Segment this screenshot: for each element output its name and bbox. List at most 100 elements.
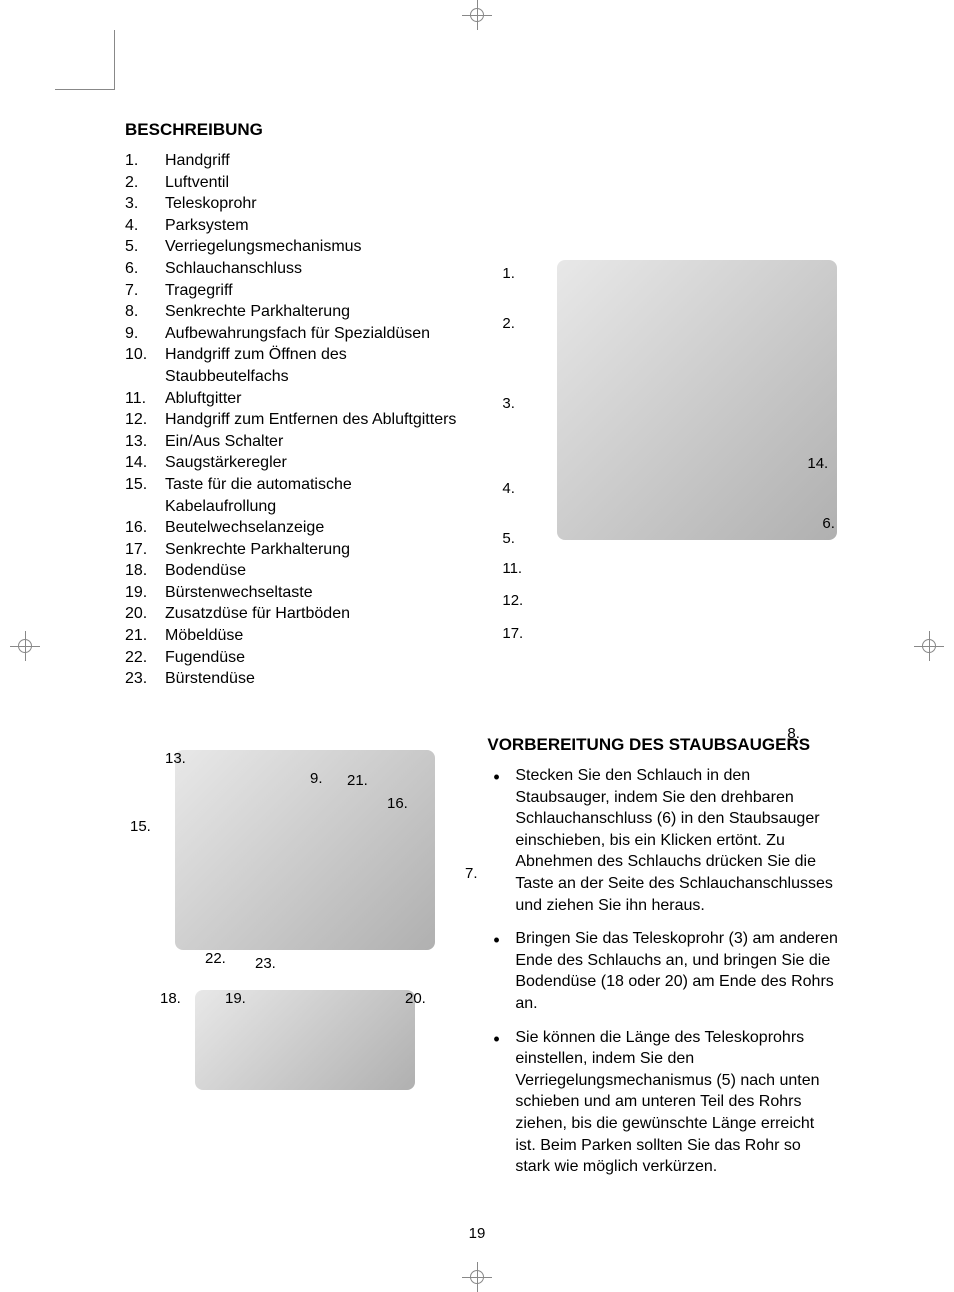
part-row: 11.Abluftgitter — [125, 388, 457, 410]
callout-9: 9. — [310, 770, 323, 787]
instruction-item: Sie können die Länge des Teleskoprohrs e… — [487, 1027, 839, 1178]
part-row: 17.Senkrechte Parkhalterung — [125, 539, 457, 561]
page-number: 19 — [469, 1225, 486, 1242]
part-row: 12.Handgriff zum Entfernen des Abluftgit… — [125, 409, 457, 431]
callout-3: 3. — [502, 395, 515, 412]
part-number: 13. — [125, 431, 165, 453]
callout-21: 21. — [347, 772, 368, 789]
part-row: 20.Zusatzdüse für Hartböden — [125, 603, 457, 625]
part-label: Fugendüse — [165, 647, 457, 669]
callout-13: 13. — [165, 750, 186, 767]
callout-11: 11. — [502, 560, 522, 577]
part-row: 3.Teleskoprohr — [125, 193, 457, 215]
part-label: Verriegelungsmechanismus — [165, 236, 457, 258]
instruction-item: Stecken Sie den Schlauch in den Staubsau… — [487, 765, 839, 916]
crop-mark-left — [10, 631, 40, 661]
callout-6: 6. — [822, 515, 835, 532]
part-row: 10.Handgriff zum Öffnen des Staubbeutelf… — [125, 344, 457, 387]
part-row: 1.Handgriff — [125, 150, 457, 172]
part-row: 13.Ein/Aus Schalter — [125, 431, 457, 453]
part-row: 18.Bodendüse — [125, 560, 457, 582]
part-number: 7. — [125, 280, 165, 302]
part-label: Bürstenwechseltaste — [165, 582, 457, 604]
callout-2: 2. — [502, 315, 515, 332]
crop-mark-top — [462, 0, 492, 30]
part-label: Teleskoprohr — [165, 193, 457, 215]
part-number: 17. — [125, 539, 165, 561]
callout-8: 8. — [787, 725, 800, 742]
part-row: 16.Beutelwechselanzeige — [125, 517, 457, 539]
callout-17: 17. — [502, 625, 523, 642]
part-label: Parksystem — [165, 215, 457, 237]
part-label: Bodendüse — [165, 560, 457, 582]
callout-16: 16. — [387, 795, 408, 812]
callout-12: 12. — [502, 592, 523, 609]
part-label: Aufbewahrungsfach für Spezialdüsen — [165, 323, 457, 345]
part-number: 18. — [125, 560, 165, 582]
part-label: Handgriff — [165, 150, 457, 172]
part-number: 15. — [125, 474, 165, 517]
part-number: 1. — [125, 150, 165, 172]
part-number: 14. — [125, 452, 165, 474]
part-label: Senkrechte Parkhalterung — [165, 539, 457, 561]
part-row: 14.Saugstärkeregler — [125, 452, 457, 474]
crop-mark-right — [914, 631, 944, 661]
instructions-list: Stecken Sie den Schlauch in den Staubsau… — [487, 765, 839, 1178]
part-number: 8. — [125, 301, 165, 323]
part-label: Taste für die automatische Kabelaufrollu… — [165, 474, 457, 517]
right-column: 1. 2. 3. 4. 5. 11. 12. 17. 14. 6. 8. VOR… — [487, 120, 839, 1190]
part-number: 19. — [125, 582, 165, 604]
part-number: 21. — [125, 625, 165, 647]
callout-4: 4. — [502, 480, 515, 497]
part-label: Bürstendüse — [165, 668, 457, 690]
part-label: Ein/Aus Schalter — [165, 431, 457, 453]
diagram-vacuum-top — [175, 750, 435, 950]
left-column: BESCHREIBUNG 1.Handgriff2.Luftventil3.Te… — [125, 120, 457, 1190]
part-number: 4. — [125, 215, 165, 237]
parts-list: 1.Handgriff2.Luftventil3.Teleskoprohr4.P… — [125, 150, 457, 690]
part-label: Abluftgitter — [165, 388, 457, 410]
part-row: 4.Parksystem — [125, 215, 457, 237]
part-number: 11. — [125, 388, 165, 410]
part-label: Beutelwechselanzeige — [165, 517, 457, 539]
callout-20: 20. — [405, 990, 426, 1007]
callout-18: 18. — [160, 990, 181, 1007]
part-number: 22. — [125, 647, 165, 669]
part-label: Tragegriff — [165, 280, 457, 302]
instruction-item: Bringen Sie das Teleskoprohr (3) am ande… — [487, 928, 839, 1014]
part-label: Zusatzdüse für Hartböden — [165, 603, 457, 625]
callout-22: 22. — [205, 950, 226, 967]
part-row: 19.Bürstenwechseltaste — [125, 582, 457, 604]
part-number: 3. — [125, 193, 165, 215]
part-row: 5.Verriegelungsmechanismus — [125, 236, 457, 258]
callout-23: 23. — [255, 955, 276, 972]
part-row: 6.Schlauchanschluss — [125, 258, 457, 280]
part-label: Möbeldüse — [165, 625, 457, 647]
callout-1: 1. — [502, 265, 515, 282]
part-number: 10. — [125, 344, 165, 387]
heading-beschreibung: BESCHREIBUNG — [125, 120, 457, 140]
part-row: 15.Taste für die automatische Kabelaufro… — [125, 474, 457, 517]
content-columns: BESCHREIBUNG 1.Handgriff2.Luftventil3.Te… — [125, 120, 839, 1190]
part-label: Senkrechte Parkhalterung — [165, 301, 457, 323]
crop-mark-bottom — [462, 1262, 492, 1292]
part-row: 8.Senkrechte Parkhalterung — [125, 301, 457, 323]
part-number: 9. — [125, 323, 165, 345]
part-label: Schlauchanschluss — [165, 258, 457, 280]
callout-5: 5. — [502, 530, 515, 547]
part-row: 9.Aufbewahrungsfach für Spezialdüsen — [125, 323, 457, 345]
part-number: 2. — [125, 172, 165, 194]
part-row: 21.Möbeldüse — [125, 625, 457, 647]
callout-15: 15. — [130, 818, 151, 835]
callout-19: 19. — [225, 990, 246, 1007]
part-number: 12. — [125, 409, 165, 431]
callout-7: 7. — [465, 865, 478, 882]
part-label: Saugstärkeregler — [165, 452, 457, 474]
part-label: Handgriff zum Entfernen des Abluftgitter… — [165, 409, 457, 431]
callout-14: 14. — [807, 455, 828, 472]
corner-mark — [55, 30, 115, 90]
part-row: 2.Luftventil — [125, 172, 457, 194]
part-number: 20. — [125, 603, 165, 625]
part-number: 23. — [125, 668, 165, 690]
part-label: Luftventil — [165, 172, 457, 194]
